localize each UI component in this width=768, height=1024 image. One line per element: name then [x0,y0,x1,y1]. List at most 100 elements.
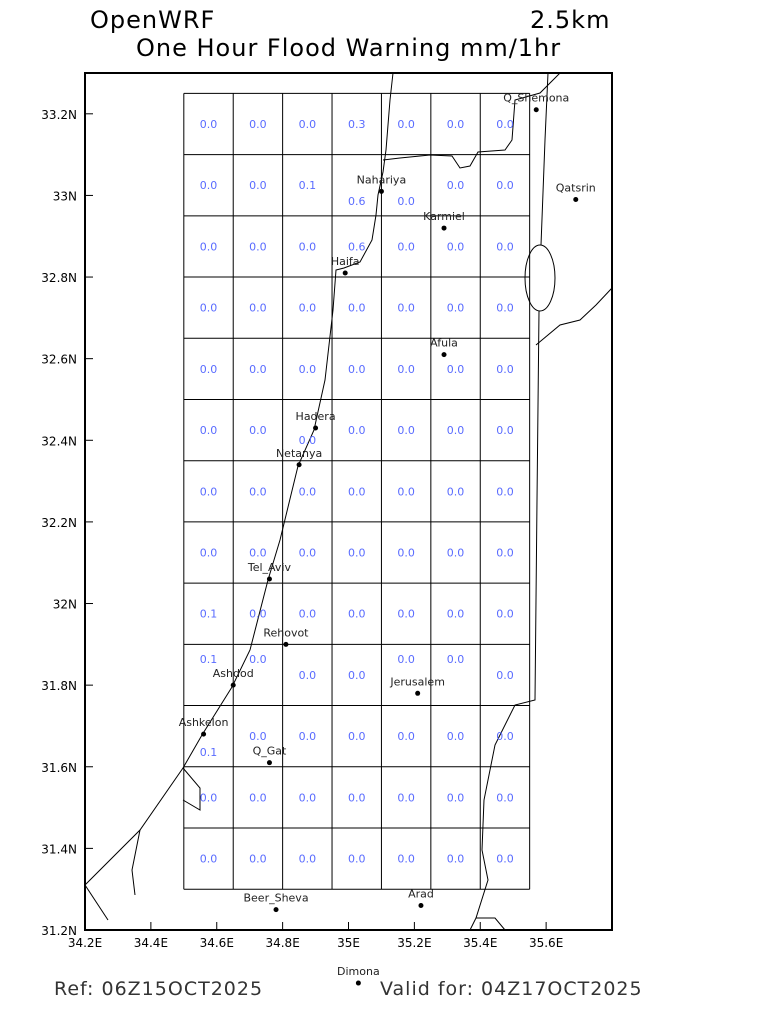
x-tick-label: 34.8E [265,936,299,950]
cell-value: 0.0 [397,653,415,666]
resolution-label: 2.5km [530,6,611,34]
cell-value: 0.0 [299,485,317,498]
cell-value: 0.0 [496,547,514,560]
cell-value: 0.0 [299,669,317,682]
cell-value: 0.0 [397,853,415,866]
city-dot [573,197,579,203]
cell-value: 0.0 [200,302,218,315]
city-dot [441,225,447,231]
cell-value: 0.0 [397,485,415,498]
value-grid: 0.0 0.0 0.0 0.3 0.0 0.0 0.0 0.0 0.0 0.1 0.6 0.0 0.0 0… [183,92,531,890]
y-tick-label: 31.2N [41,924,77,938]
cell-value: 0.0 [348,608,366,621]
cell-value: 0.0 [249,853,267,866]
city-label: Tel_Aviv [247,561,292,574]
cell-value: 0.6 [348,240,366,253]
cell-value: 0.0 [496,485,514,498]
x-tick-label: 35.2E [397,936,431,950]
city-dot [283,641,289,647]
cell-value: 0.0 [249,302,267,315]
cell-value: 0.0 [348,730,366,743]
cell-value: 0.0 [249,791,267,804]
cell-value: 0.0 [496,240,514,253]
city-label: Afula [430,337,458,350]
city-label: Rehovot [263,626,309,639]
y-tick-label: 32.8N [41,271,77,285]
cell-value: 0.0 [249,547,267,560]
cell-value: 0.0 [496,853,514,866]
cell-value: 0.0 [397,730,415,743]
cell-value: 0.0 [447,363,465,376]
cell-value: 0.0 [496,179,514,192]
cell-value: 0.0 [397,302,415,315]
cell-value: 0.0 [200,485,218,498]
cell-value: 0.0 [348,485,366,498]
cell-value: 0.0 [496,608,514,621]
cell-value: 0.0 [397,791,415,804]
cell-value: 0.0 [397,424,415,437]
city-label: Hadera [296,410,336,423]
cell-value: 0.0 [447,302,465,315]
city-label: Dimona [337,965,380,978]
city-dot [355,980,361,986]
x-tick-label: 35.4E [463,936,497,950]
cell-value: 0.0 [397,240,415,253]
city-dot [441,352,447,358]
cell-value: 0.0 [200,118,218,131]
city-label: Jerusalem [389,675,445,688]
y-tick-label: 32N [53,598,77,612]
cell-value: 0.1 [200,608,218,621]
reference-time: Ref: 06Z15OCT2025 [54,978,264,1000]
cell-value: 0.0 [496,118,514,131]
cell-value: 0.1 [200,653,218,666]
city-label: Q_Shemona [503,92,569,105]
cell-value: 0.0 [496,791,514,804]
city-label: Ashdod [213,667,254,680]
cell-value: 0.0 [299,363,317,376]
cell-value: 0.0 [447,424,465,437]
cell-value: 0.0 [397,547,415,560]
x-tick-label: 35.6E [529,936,563,950]
cell-value: 0.0 [299,302,317,315]
cell-value: 0.0 [397,195,415,208]
x-tick-label: 35E [337,936,360,950]
cell-value: 0.1 [200,746,218,759]
city-dot [533,107,539,113]
cell-value: 0.0 [299,608,317,621]
cell-value: 0.0 [348,853,366,866]
cell-value: 0.0 [249,653,267,666]
y-tick-label: 32.4N [41,434,77,448]
city-label: Beer_Sheva [243,892,308,905]
cell-value: 0.0 [447,791,465,804]
cell-value: 0.0 [249,485,267,498]
cell-value: 0.0 [200,240,218,253]
city-label: Netanya [276,447,322,460]
cell-value: 0.1 [299,179,317,192]
city-label: Qatsrin [556,182,596,195]
cell-value: 0.0 [447,730,465,743]
cell-value: 0.0 [299,118,317,131]
y-tick-label: 33N [53,189,77,203]
cell-value: 0.0 [447,608,465,621]
cell-value: 0.3 [348,118,366,131]
cell-value: 0.0 [299,547,317,560]
city-dot [415,690,421,696]
y-tick-label: 33.2N [41,108,77,122]
cell-value: 0.0 [249,363,267,376]
model-name: OpenWRF [90,6,216,34]
y-tick-label: 31.4N [41,842,77,856]
cell-value: 0.0 [299,730,317,743]
city-label: Nahariya [357,173,407,186]
city-dot [273,907,279,913]
y-tick-label: 32.2N [41,516,77,530]
cell-value: 0.0 [249,240,267,253]
cell-value: 0.0 [200,547,218,560]
cell-value: 0.0 [397,118,415,131]
y-tick-label: 31.6N [41,761,77,775]
cell-value: 0.0 [249,424,267,437]
x-tick-label: 34.2E [68,936,102,950]
cell-value: 0.0 [496,424,514,437]
cell-value: 0.0 [348,302,366,315]
city-label: Q_Gat [253,745,287,758]
